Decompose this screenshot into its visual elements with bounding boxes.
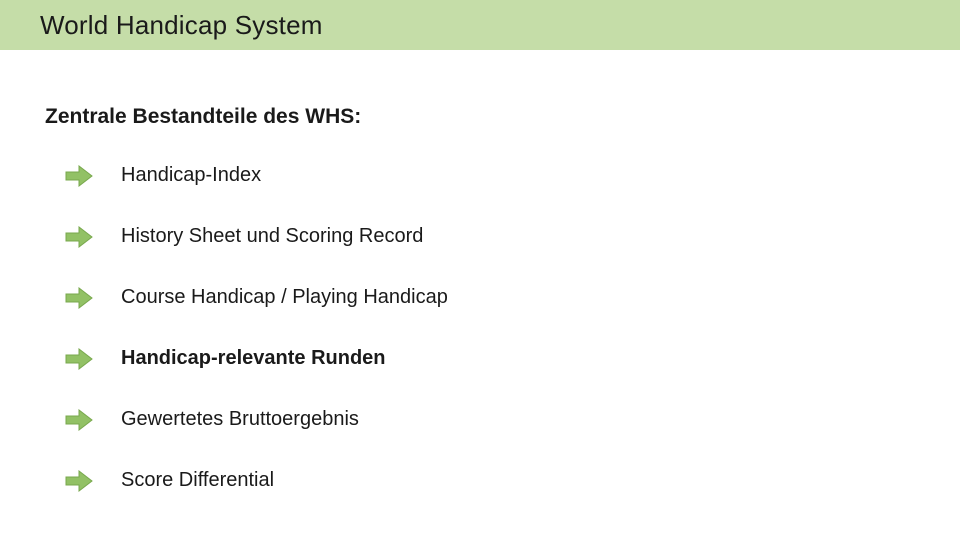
arrow-right-icon — [65, 165, 93, 187]
list-item: Course Handicap / Playing Handicap — [65, 286, 960, 309]
list-item: Handicap-relevante Runden — [65, 347, 960, 370]
list-item-label: History Sheet und Scoring Record — [121, 225, 423, 248]
list-item: History Sheet und Scoring Record — [65, 225, 960, 248]
list-item-label: Handicap-relevante Runden — [121, 347, 386, 370]
title-bar: World Handicap System — [0, 0, 960, 50]
page-title: World Handicap System — [40, 10, 323, 41]
section-subtitle: Zentrale Bestandteile des WHS: — [45, 105, 960, 129]
arrow-right-icon — [65, 348, 93, 370]
arrow-right-icon — [65, 470, 93, 492]
list-item: Gewertetes Bruttoergebnis — [65, 408, 960, 431]
list-item: Score Differential — [65, 469, 960, 492]
arrow-right-icon — [65, 226, 93, 248]
list-item-label: Score Differential — [121, 469, 274, 492]
list-item: Handicap-Index — [65, 164, 960, 187]
list-item-label: Handicap-Index — [121, 164, 261, 187]
arrow-right-icon — [65, 409, 93, 431]
list-item-label: Gewertetes Bruttoergebnis — [121, 408, 359, 431]
bullet-list: Handicap-Index History Sheet und Scoring… — [65, 164, 960, 492]
list-item-label: Course Handicap / Playing Handicap — [121, 286, 448, 309]
arrow-right-icon — [65, 287, 93, 309]
